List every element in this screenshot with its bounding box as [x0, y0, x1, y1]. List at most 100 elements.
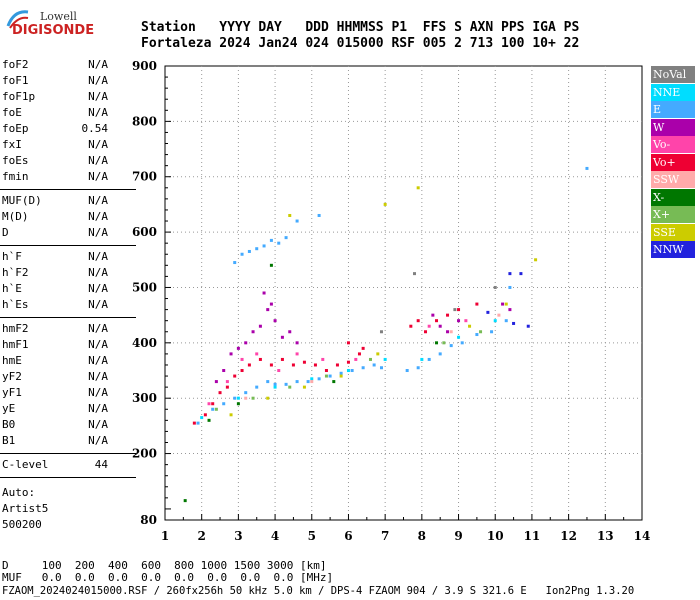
data-point [251, 396, 255, 400]
param-row: hmF1 N/A [2, 338, 110, 354]
param-row: B0 N/A [2, 418, 110, 434]
x-tick-label: 14 [634, 529, 651, 543]
param-name: B0 [2, 418, 16, 431]
data-point [379, 330, 383, 334]
param-name: B1 [2, 434, 16, 447]
param-name: M(D) [2, 210, 29, 223]
data-point [233, 261, 237, 265]
data-point [585, 166, 589, 170]
param-separator [0, 477, 136, 478]
param-row: D N/A [2, 226, 110, 242]
param-row: yF2 N/A [2, 370, 110, 386]
data-point [519, 272, 523, 276]
param-value: N/A [88, 170, 108, 183]
data-point [229, 413, 233, 417]
autoscale-line: 500200 [2, 518, 42, 531]
data-point [266, 308, 270, 312]
y-tick-label: 500 [132, 280, 157, 294]
legend-item-nnw: NNW [651, 241, 695, 258]
data-point [218, 391, 222, 395]
data-point [504, 319, 508, 323]
param-name: fxI [2, 138, 22, 151]
param-separator [0, 317, 136, 318]
param-row: foEs N/A [2, 154, 110, 170]
param-value: N/A [88, 418, 108, 431]
data-point [255, 352, 259, 356]
data-point [335, 363, 339, 367]
data-point [240, 252, 244, 256]
data-point [288, 330, 292, 334]
data-point [222, 369, 226, 373]
data-point [211, 407, 215, 411]
param-value: N/A [88, 154, 108, 167]
param-value: N/A [88, 194, 108, 207]
param-row: h`E N/A [2, 282, 110, 298]
y-tick-label: 200 [132, 447, 157, 461]
x-tick-label: 3 [234, 529, 242, 543]
data-point [490, 330, 494, 334]
clevel-row: C-level 44 [2, 458, 110, 474]
data-point [493, 285, 497, 289]
data-point [534, 258, 538, 262]
param-row: foF2 N/A [2, 58, 110, 74]
data-point [438, 352, 442, 356]
data-point [262, 291, 266, 295]
data-point [255, 247, 259, 251]
param-row: yF1 N/A [2, 386, 110, 402]
data-point [225, 385, 229, 389]
data-point [504, 302, 508, 306]
data-point [508, 272, 512, 276]
data-point [475, 333, 479, 337]
data-point [244, 396, 248, 400]
data-point [479, 330, 483, 334]
param-value: N/A [88, 226, 108, 239]
param-value: N/A [88, 210, 108, 223]
data-point [435, 341, 439, 345]
data-point [332, 380, 336, 384]
x-tick-label: 4 [271, 529, 279, 543]
header-labels: Station YYYY DAY DDD HHMMSS P1 FFS S AXN… [141, 20, 580, 35]
data-point [255, 385, 259, 389]
param-name: D [2, 226, 9, 239]
param-name: foF2 [2, 58, 29, 71]
data-point [361, 346, 365, 350]
data-point [413, 272, 417, 276]
param-row: h`F2 N/A [2, 266, 110, 282]
data-point [346, 341, 350, 345]
data-point [460, 341, 464, 345]
data-point [317, 213, 321, 217]
param-row: h`F N/A [2, 250, 110, 266]
data-point [321, 357, 325, 361]
logo-swoosh-icon [6, 10, 29, 29]
param-name: foEs [2, 154, 29, 167]
data-point [324, 374, 328, 378]
y-tick-label: 400 [132, 336, 157, 350]
param-row: h`Es N/A [2, 298, 110, 314]
data-point [288, 385, 292, 389]
data-point [512, 321, 516, 325]
param-row: hmE N/A [2, 354, 110, 370]
data-point [501, 302, 505, 306]
data-point [446, 330, 450, 334]
data-point [424, 330, 428, 334]
data-point [449, 330, 453, 334]
data-point [368, 357, 372, 361]
data-point [240, 369, 244, 373]
y-tick-label: 80 [140, 513, 157, 527]
data-point [409, 324, 413, 328]
y-tick-label: 800 [132, 114, 157, 128]
x-tick-label: 7 [381, 529, 389, 543]
data-point [222, 402, 226, 406]
logo-bottom-text: DIGISONDE [12, 23, 95, 38]
data-point [526, 324, 530, 328]
data-point [379, 366, 383, 370]
param-row: fxI N/A [2, 138, 110, 154]
data-point [302, 385, 306, 389]
param-separator [0, 245, 136, 246]
data-point [354, 357, 358, 361]
footer-muf-row: MUF 0.0 0.0 0.0 0.0 0.0 0.0 0.0 0.0 [MHz… [2, 571, 334, 584]
data-point [225, 380, 229, 384]
data-point [277, 241, 281, 245]
logo: Lowell DIGISONDE [4, 6, 94, 40]
logo-top-text: Lowell [40, 10, 77, 23]
